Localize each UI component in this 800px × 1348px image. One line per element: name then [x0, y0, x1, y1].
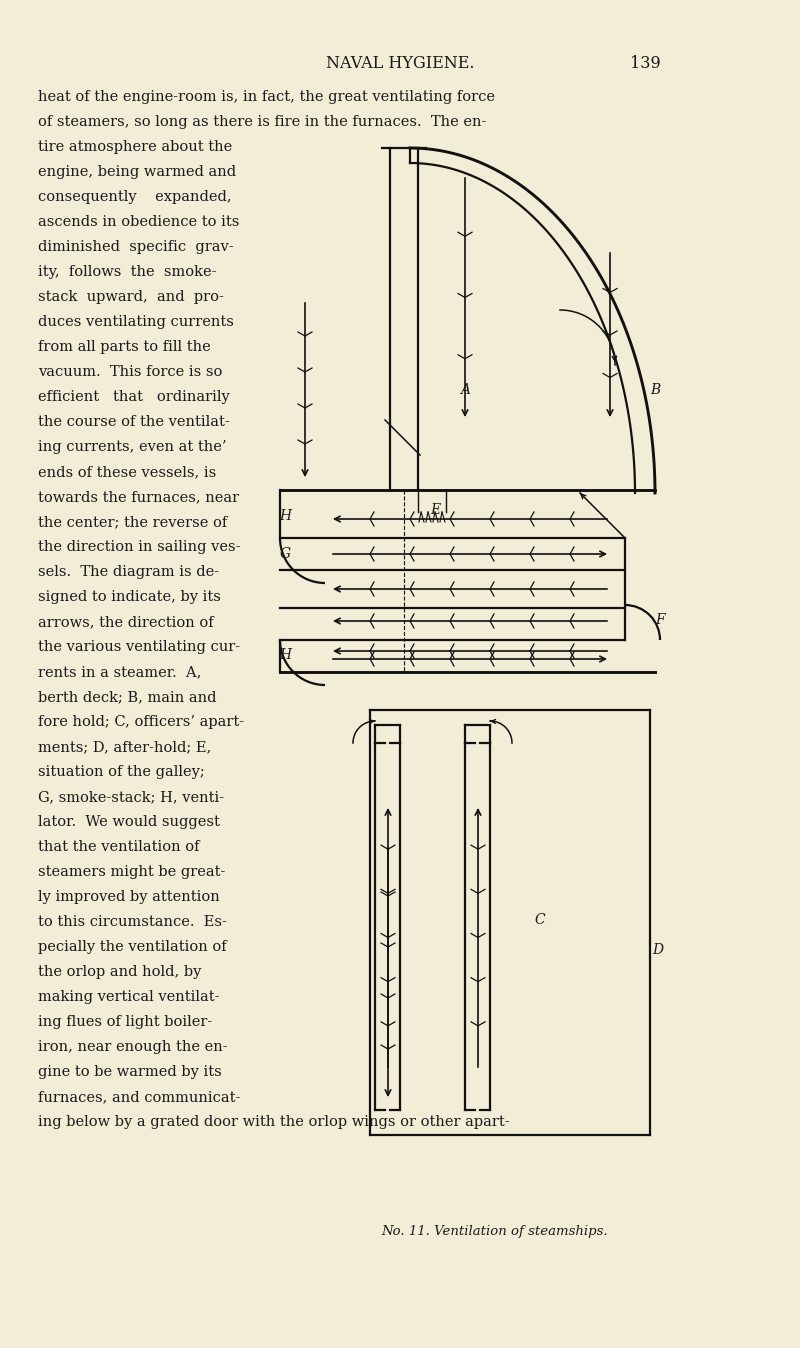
Text: gine to be warmed by its: gine to be warmed by its	[38, 1065, 222, 1078]
Text: A: A	[460, 383, 470, 398]
Text: steamers might be great-: steamers might be great-	[38, 865, 226, 879]
Text: ascends in obedience to its: ascends in obedience to its	[38, 214, 239, 229]
Text: No. 11. Ventilation of steamships.: No. 11. Ventilation of steamships.	[382, 1225, 608, 1237]
Text: B: B	[650, 383, 660, 398]
Text: the center; the reverse of: the center; the reverse of	[38, 515, 227, 528]
Text: consequently    expanded,: consequently expanded,	[38, 190, 232, 204]
Text: G, smoke-stack; H, venti-: G, smoke-stack; H, venti-	[38, 790, 224, 803]
Text: towards the furnaces, near: towards the furnaces, near	[38, 491, 239, 504]
Text: that the ventilation of: that the ventilation of	[38, 840, 199, 855]
Text: ity,  follows  the  smoke-: ity, follows the smoke-	[38, 266, 217, 279]
Text: arrows, the direction of: arrows, the direction of	[38, 615, 214, 630]
Text: efficient   that   ordinarily: efficient that ordinarily	[38, 390, 230, 404]
Text: C: C	[534, 913, 546, 927]
Text: stack  upward,  and  pro-: stack upward, and pro-	[38, 290, 224, 305]
Text: H: H	[279, 648, 291, 662]
Text: berth deck; B, main and: berth deck; B, main and	[38, 690, 217, 704]
Text: heat of the engine-room is, in fact, the great ventilating force: heat of the engine-room is, in fact, the…	[38, 90, 495, 104]
Text: ing flues of light boiler-: ing flues of light boiler-	[38, 1015, 212, 1029]
Text: ly improved by attention: ly improved by attention	[38, 890, 220, 905]
Text: ing below by a grated door with the orlop wings or other apart-: ing below by a grated door with the orlo…	[38, 1115, 510, 1130]
Text: diminished  specific  grav-: diminished specific grav-	[38, 240, 234, 253]
Text: duces ventilating currents: duces ventilating currents	[38, 315, 234, 329]
Text: F: F	[655, 613, 665, 627]
Text: G: G	[279, 547, 290, 561]
Text: the direction in sailing ves-: the direction in sailing ves-	[38, 541, 241, 554]
Text: making vertical ventilat-: making vertical ventilat-	[38, 989, 219, 1004]
Text: ing currents, even at the’: ing currents, even at the’	[38, 439, 226, 454]
Text: the course of the ventilat-: the course of the ventilat-	[38, 415, 230, 429]
Text: ends of these vessels, is: ends of these vessels, is	[38, 465, 216, 479]
Text: 139: 139	[630, 55, 661, 71]
Text: to this circumstance.  Es-: to this circumstance. Es-	[38, 915, 227, 929]
Text: vacuum.  This force is so: vacuum. This force is so	[38, 365, 222, 379]
Text: engine, being warmed and: engine, being warmed and	[38, 164, 236, 179]
Text: situation of the galley;: situation of the galley;	[38, 766, 205, 779]
Text: rents in a steamer.  A,: rents in a steamer. A,	[38, 665, 202, 679]
Text: signed to indicate, by its: signed to indicate, by its	[38, 590, 221, 604]
Text: E: E	[430, 503, 440, 518]
Text: fore hold; C, officers’ apart-: fore hold; C, officers’ apart-	[38, 714, 244, 729]
Text: of steamers, so long as there is fire in the furnaces.  The en-: of steamers, so long as there is fire in…	[38, 115, 486, 129]
Text: pecially the ventilation of: pecially the ventilation of	[38, 940, 226, 954]
Text: iron, near enough the en-: iron, near enough the en-	[38, 1041, 228, 1054]
Text: sels.  The diagram is de-: sels. The diagram is de-	[38, 565, 219, 580]
Text: the various ventilating cur-: the various ventilating cur-	[38, 640, 240, 654]
Text: H: H	[279, 510, 291, 523]
Text: lator.  We would suggest: lator. We would suggest	[38, 816, 220, 829]
Text: D: D	[653, 944, 663, 957]
Text: from all parts to fill the: from all parts to fill the	[38, 340, 210, 355]
Text: the orlop and hold, by: the orlop and hold, by	[38, 965, 202, 979]
Text: ments; D, after-hold; E,: ments; D, after-hold; E,	[38, 740, 211, 754]
Text: NAVAL HYGIENE.: NAVAL HYGIENE.	[326, 55, 474, 71]
Text: furnaces, and communicat-: furnaces, and communicat-	[38, 1091, 240, 1104]
Text: tire atmosphere about the: tire atmosphere about the	[38, 140, 232, 154]
